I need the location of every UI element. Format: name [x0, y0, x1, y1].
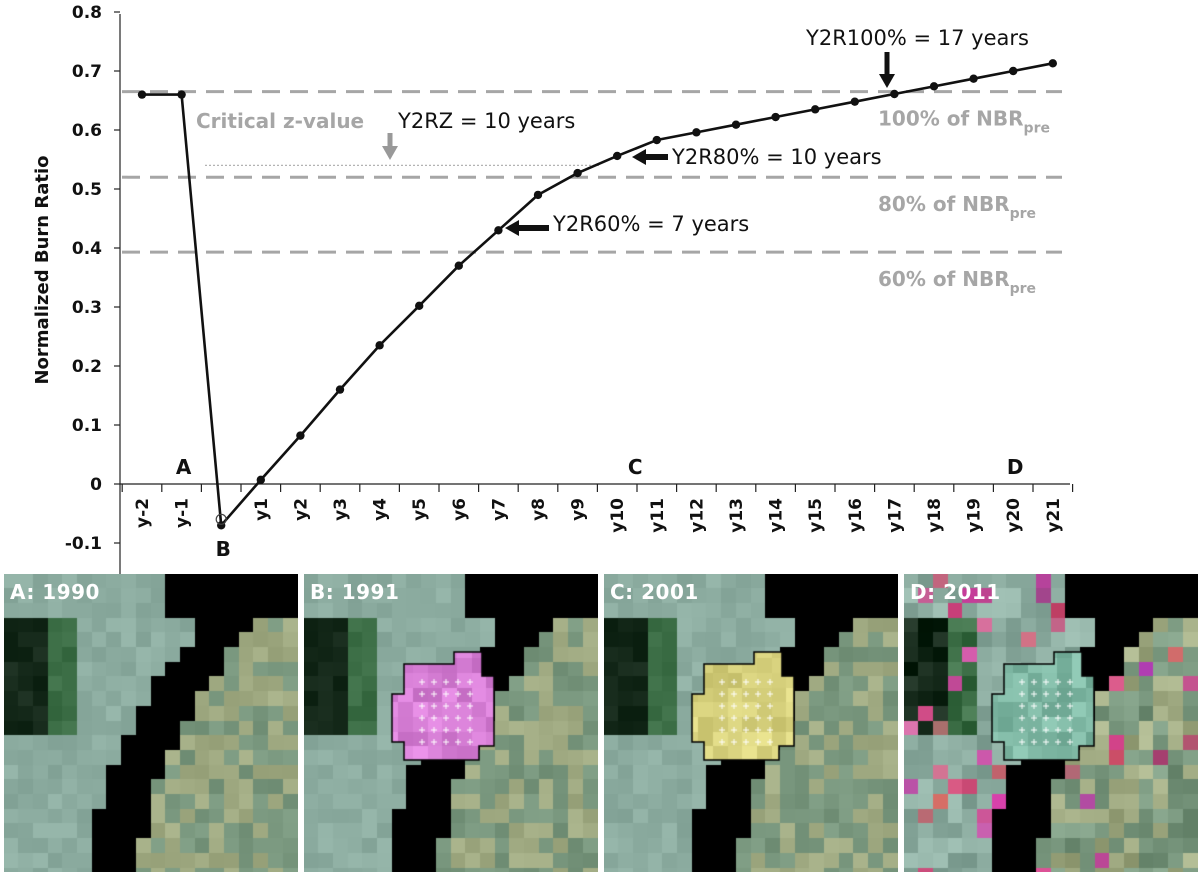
nbr-point — [494, 226, 503, 235]
nbr-recovery-chart: 100% of NBRpre 80% of NBRpre 60% of NBRpre… — [32, 3, 1074, 574]
x-tick-label: y12 — [687, 498, 707, 533]
x-tick-label: y7 — [489, 498, 509, 521]
reference-lines: 100% of NBRpre 80% of NBRpre 60% of NBRpre… — [122, 90, 1062, 297]
y-tick-label: 0.6 — [72, 121, 102, 141]
panel-label-b: B: 1991 — [310, 580, 400, 604]
x-tick-label: y9 — [569, 498, 589, 521]
nbr-point — [613, 151, 622, 161]
y-tick-label: 0.7 — [72, 62, 102, 82]
nbr-point — [1009, 66, 1018, 76]
x-tick-label: y2 — [291, 498, 311, 521]
nbr-point — [217, 521, 226, 530]
nbr-point — [811, 105, 820, 114]
x-tick-label: y17 — [885, 498, 905, 533]
x-tick-label: y14 — [767, 498, 787, 533]
image-panel-d: D: 2011 — [904, 574, 1198, 872]
y-tick-label: 0.4 — [72, 239, 102, 259]
y-axis-title: Normalized Burn Ratio — [32, 155, 53, 384]
point-letter-b: B — [216, 537, 231, 561]
nbr-point — [890, 89, 899, 99]
satellite-image-b — [304, 574, 598, 872]
image-panel-a: A: 1990 — [4, 574, 298, 872]
x-tick-label: y19 — [965, 498, 985, 533]
point-letter-a: A — [176, 455, 192, 479]
x-tick-label: y15 — [806, 498, 826, 533]
critical-z-label: Critical z-value — [196, 109, 364, 133]
x-tick-label: y11 — [648, 498, 668, 533]
y-tick-label: 0.8 — [72, 3, 102, 23]
axes: -0.1 0 0.1 0.2 0.3 0.4 0.5 0.6 0.7 0.8 y-2 y-1 y1 y2 y… — [65, 3, 1074, 574]
reference-label-1: 80% of NBRpre — [878, 192, 1036, 222]
image-panel-b: B: 1991 — [304, 574, 598, 872]
nbr-point — [177, 90, 186, 99]
annotation-arrow-head — [879, 74, 895, 88]
panel-label-d: D: 2011 — [910, 580, 1001, 604]
point-letter-d: D — [1007, 455, 1024, 479]
satellite-image-d — [904, 574, 1198, 872]
y-tick-label: 0.1 — [72, 416, 102, 436]
nbr-point — [731, 120, 741, 129]
annotation-label-3: Y2R60% = 7 years — [552, 212, 749, 236]
x-tick-label: y13 — [727, 498, 747, 533]
y-tick-label: -0.1 — [65, 534, 102, 554]
panel-label-a: A: 1990 — [10, 580, 100, 604]
y-tick-label: 0.5 — [72, 180, 102, 200]
nbr-point — [771, 112, 780, 122]
point-b-ring — [215, 513, 227, 525]
x-tick-label: y6 — [450, 498, 470, 521]
point-letter-c: C — [628, 455, 643, 479]
satellite-image-a — [4, 574, 298, 872]
x-tick-label: y18 — [925, 498, 945, 533]
x-tick-label: y-1 — [173, 498, 193, 528]
y-tick-label: 0 — [90, 475, 102, 495]
annotation-label-1: Y2RZ = 10 years — [397, 109, 575, 133]
y-tick-label: 0.3 — [72, 298, 102, 318]
nbr-point — [375, 341, 384, 350]
x-tick-label: y3 — [331, 498, 351, 521]
nbr-series — [137, 59, 1058, 530]
nbr-point — [335, 385, 345, 394]
annotation-arrow-head — [632, 149, 646, 165]
y-tick-label: 0.2 — [72, 357, 102, 377]
x-tick-label: y8 — [529, 498, 549, 521]
nbr-point — [415, 301, 424, 311]
x-tick-label: y-2 — [133, 498, 153, 528]
x-tick-label: y20 — [1004, 498, 1024, 533]
nbr-point — [137, 90, 147, 99]
panel-label-c: C: 2001 — [610, 580, 699, 604]
nbr-point — [969, 74, 978, 83]
annotation-arrow-head — [505, 220, 519, 236]
nbr-point — [850, 97, 859, 106]
reference-label-0: 100% of NBRpre — [878, 107, 1050, 137]
annotation-label-0: Y2R100% = 17 years — [805, 26, 1029, 50]
nbr-point — [692, 128, 701, 137]
satellite-image-c — [604, 574, 898, 872]
nbr-point — [1048, 59, 1058, 68]
nbr-point — [533, 190, 543, 200]
x-tick-label: y10 — [608, 498, 628, 533]
nbr-point — [256, 475, 265, 485]
x-tick-label: y16 — [846, 498, 866, 533]
x-tick-label: y1 — [252, 498, 272, 521]
image-panel-c: C: 2001 — [604, 574, 898, 872]
nbr-point — [652, 135, 661, 145]
annotation-label-2: Y2R80% = 10 years — [671, 145, 882, 169]
nbr-point — [573, 168, 582, 178]
reference-label-2: 60% of NBRpre — [878, 267, 1036, 297]
nbr-line — [142, 62, 1054, 527]
x-tick-label: y5 — [410, 498, 430, 521]
x-tick-label: y4 — [371, 498, 391, 521]
nbr-point — [454, 261, 463, 270]
annotations: A B C D Y2R100% = 17 years Y2RZ = 10 years Y2R… — [176, 26, 1029, 561]
x-tick-label: y21 — [1044, 498, 1064, 533]
nbr-point — [929, 82, 939, 91]
nbr-point — [296, 431, 305, 440]
annotation-arrow-head — [382, 146, 398, 160]
